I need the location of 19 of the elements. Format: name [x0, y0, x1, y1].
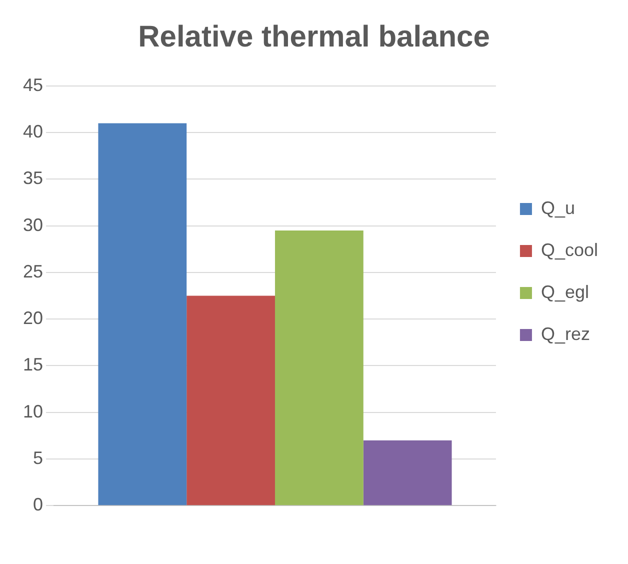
y-tick-label: 25 — [22, 261, 44, 282]
legend-label: Q_egl — [540, 282, 590, 302]
y-tick-label: 35 — [22, 168, 44, 188]
y-tick-label: 20 — [22, 308, 44, 328]
bar — [186, 296, 275, 506]
legend-label: Q_rez — [540, 324, 590, 344]
y-tick-label: 5 — [33, 448, 44, 468]
bar — [98, 123, 187, 506]
bar — [363, 440, 452, 506]
legend-label: Q_cool — [540, 240, 598, 260]
bar — [274, 230, 364, 506]
legend-label: Q_u — [540, 198, 575, 218]
y-tick-label: 0 — [33, 494, 44, 515]
y-tick-label: 45 — [22, 74, 44, 95]
y-tick-label: 30 — [22, 214, 44, 235]
chart-title: Relative thermal balance — [138, 20, 490, 54]
y-tick-label: 10 — [22, 401, 44, 422]
y-tick-label: 15 — [22, 354, 44, 375]
y-tick-label: 40 — [22, 122, 44, 142]
